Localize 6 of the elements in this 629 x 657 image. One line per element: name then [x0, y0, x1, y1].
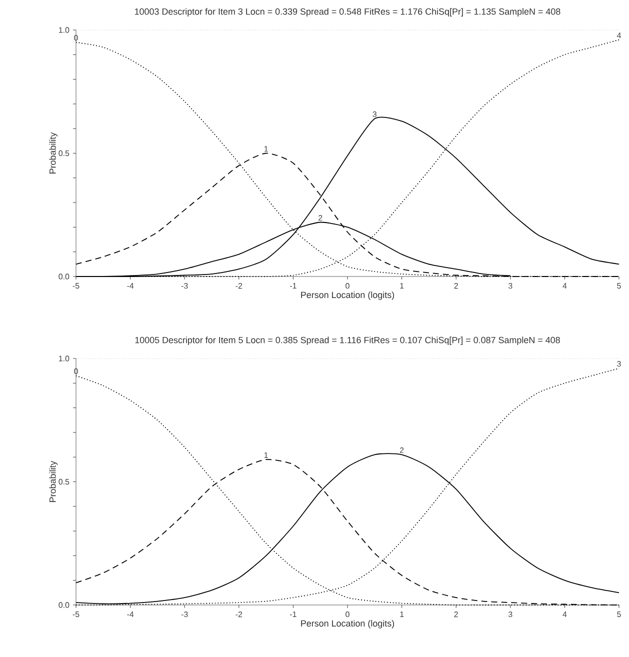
y-axis-title: Probability	[49, 460, 58, 502]
x-axis-title: Person Location (logits)	[301, 291, 394, 300]
chart-title: 10003 Descriptor for Item 3 Locn = 0.339 Spread = 0.548 FitRes = 1.176 ChiSq[Pr] = 1.135 SampleN = 408	[134, 8, 560, 16]
y-axis-title: Probability	[49, 132, 58, 174]
chart-title: 10005 Descriptor for Item 5 Locn = 0.385 Spread = 1.116 FitRes = 0.107 ChiSq[Pr] = 0.087 SampleN = 408	[135, 336, 560, 345]
x-axis-title: Person Location (logits)	[301, 620, 394, 628]
